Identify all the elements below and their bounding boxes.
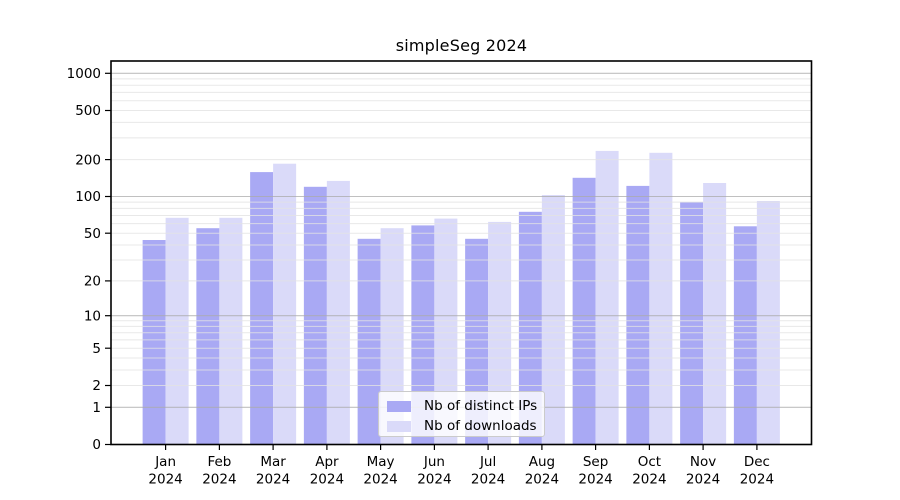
x-tick-label-year: 2024 xyxy=(148,472,182,488)
legend-swatch-downloads-icon xyxy=(387,420,411,432)
bar-downloads-aug xyxy=(541,195,565,445)
gridlines-group xyxy=(111,72,812,408)
x-tick-label-month: Oct xyxy=(638,454,661,470)
x-tick-label-year: 2024 xyxy=(363,472,397,488)
x-tick-label-month: Feb xyxy=(207,454,231,470)
bar-downloads-apr xyxy=(326,180,350,445)
bar-ips-mar xyxy=(250,172,274,445)
bar-downloads-jan xyxy=(165,217,189,445)
y-tick-label: 200 xyxy=(75,152,101,168)
bar-downloads-oct xyxy=(649,152,673,445)
bar-downloads-jun xyxy=(434,218,458,445)
x-tick-label-month: Sep xyxy=(583,454,608,470)
bar-downloads-sep xyxy=(595,150,619,445)
y-tick-label: 2 xyxy=(92,378,101,394)
y-tick-label: 0 xyxy=(92,437,101,453)
legend-item-distinct-ips: Nb of distinct IPs xyxy=(387,397,544,417)
bar-ips-jan xyxy=(142,240,166,445)
legend-label-distinct-ips: Nb of distinct IPs xyxy=(424,398,538,414)
legend: Nb of distinct IPs Nb of downloads xyxy=(378,391,545,437)
x-axis: Jan 2024 Feb 2024 Mar 2024 Apr 2024 May 2024 Jun 20… xyxy=(148,444,774,488)
bar-ips-jun xyxy=(411,225,435,445)
x-tick-label-month: May xyxy=(367,454,395,470)
y-tick-label: 20 xyxy=(84,274,101,290)
x-tick-label-year: 2024 xyxy=(686,472,720,488)
legend-swatch-ips-icon xyxy=(387,401,411,413)
x-tick-label-year: 2024 xyxy=(202,472,236,488)
bar-ips-feb xyxy=(196,228,220,445)
x-tick-label-month: Mar xyxy=(260,454,286,470)
bar-ips-nov xyxy=(680,202,704,445)
bar-downloads-mar xyxy=(273,163,297,445)
x-tick-label-year: 2024 xyxy=(578,472,612,488)
x-tick-label-month: Jun xyxy=(423,454,445,470)
x-tick-label-month: Dec xyxy=(744,454,770,470)
bar-ips-aug xyxy=(518,211,542,445)
plot-frame xyxy=(110,60,813,446)
x-tick-label-year: 2024 xyxy=(256,472,290,488)
chart-title: simpleSeg 2024 xyxy=(395,36,528,55)
bar-ips-may xyxy=(357,238,381,445)
y-tick-label: 500 xyxy=(75,103,101,119)
bar-ips-dec xyxy=(733,226,757,445)
y-tick-label: 100 xyxy=(75,189,101,205)
y-tick-label: 5 xyxy=(92,341,101,357)
x-tick-label-year: 2024 xyxy=(471,472,505,488)
x-tick-label-month: Nov xyxy=(690,454,716,470)
bar-downloads-nov xyxy=(703,183,727,445)
y-tick-label: 1 xyxy=(92,400,101,416)
y-axis: 0 1 2 5 10 20 50 100 200 500 1000 xyxy=(67,66,111,453)
x-tick-label-year: 2024 xyxy=(632,472,666,488)
x-tick-label-year: 2024 xyxy=(525,472,559,488)
x-tick-label-year: 2024 xyxy=(417,472,451,488)
bar-downloads-may xyxy=(380,228,404,445)
x-tick-label-year: 2024 xyxy=(310,472,344,488)
y-tick-label: 10 xyxy=(84,308,101,324)
bar-downloads-feb xyxy=(219,217,243,445)
bar-downloads-dec xyxy=(756,201,780,445)
x-tick-label-year: 2024 xyxy=(740,472,774,488)
x-tick-label-month: Jan xyxy=(154,454,176,470)
bar-ips-sep xyxy=(572,177,596,445)
y-tick-label: 1000 xyxy=(67,66,101,82)
legend-item-downloads: Nb of downloads xyxy=(387,417,544,437)
x-tick-label-month: Apr xyxy=(315,454,339,470)
x-tick-label-month: Jul xyxy=(479,454,496,470)
x-tick-label-month: Aug xyxy=(529,454,555,470)
legend-label-downloads: Nb of downloads xyxy=(424,417,537,434)
y-tick-label: 50 xyxy=(84,226,101,242)
